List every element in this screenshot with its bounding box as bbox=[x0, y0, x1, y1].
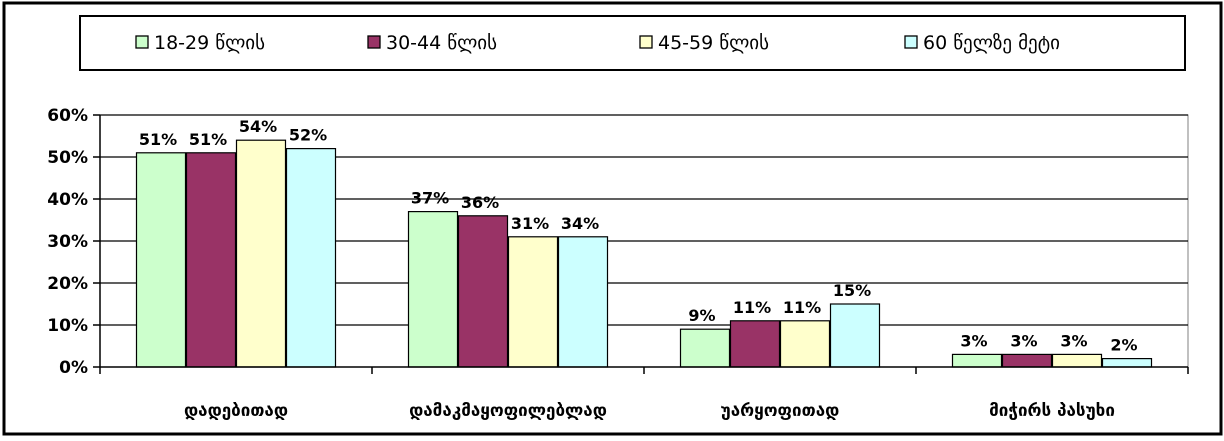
axes: 0% 10% 20% 30% 40% 50% 60% დადებითად დამაკმაყოფი… bbox=[47, 106, 1189, 421]
data-label: 15% bbox=[833, 281, 871, 300]
y-tick-label: 40% bbox=[47, 190, 88, 210]
legend-swatch bbox=[367, 35, 381, 49]
data-label: 11% bbox=[733, 298, 771, 317]
y-tick-label: 20% bbox=[47, 274, 88, 294]
data-labels: 51% 51% 54% 52% 37% 36% 31% 34% 9% 11% 11% 15% 3% 3% 3… bbox=[139, 117, 1138, 354]
data-label: 9% bbox=[688, 306, 715, 325]
bar bbox=[135, 152, 187, 368]
data-label: 51% bbox=[189, 130, 227, 149]
y-tick-label: 10% bbox=[47, 316, 88, 336]
data-label: 31% bbox=[511, 214, 549, 233]
legend-swatch bbox=[639, 35, 653, 49]
data-label: 3% bbox=[1010, 331, 1037, 350]
legend-label: 30-44 წლის bbox=[386, 32, 497, 54]
legend-box bbox=[79, 15, 1186, 71]
y-tick-label: 50% bbox=[47, 148, 88, 168]
bar bbox=[1101, 358, 1153, 368]
data-label: 34% bbox=[561, 214, 599, 233]
bar bbox=[729, 320, 781, 368]
bar bbox=[779, 320, 831, 368]
data-label: 36% bbox=[461, 193, 499, 212]
legend-label: 60 წელზე მეტი bbox=[923, 32, 1060, 54]
bar bbox=[951, 353, 1003, 368]
legend-label: 18-29 წლის bbox=[154, 32, 265, 54]
category-label: უარყოფითად bbox=[721, 401, 840, 421]
bar bbox=[1001, 353, 1053, 368]
bars bbox=[135, 139, 1153, 368]
data-label: 52% bbox=[289, 126, 327, 145]
category-label: დადებითად bbox=[184, 401, 288, 421]
data-label: 51% bbox=[139, 130, 177, 149]
category-label: მიჭირს პასუხი bbox=[989, 401, 1115, 421]
y-tick-label: 60% bbox=[47, 106, 88, 126]
y-tick-label: 0% bbox=[59, 358, 88, 378]
bar bbox=[1051, 353, 1103, 368]
bar bbox=[407, 211, 459, 368]
bar bbox=[829, 303, 881, 368]
legend-label: 45-59 წლის bbox=[658, 32, 769, 54]
y-tick-label: 30% bbox=[47, 232, 88, 252]
bar bbox=[285, 148, 337, 368]
legend: 18-29 წლის 30-44 წლის 45-59 წლის 60 წელზე მ… bbox=[79, 15, 1186, 71]
data-label: 54% bbox=[239, 117, 277, 136]
data-label: 37% bbox=[411, 189, 449, 208]
bar bbox=[235, 139, 287, 368]
data-label: 3% bbox=[960, 331, 987, 350]
bar bbox=[679, 328, 731, 368]
data-label: 3% bbox=[1060, 331, 1087, 350]
data-label: 11% bbox=[783, 298, 821, 317]
legend-swatch bbox=[904, 35, 918, 49]
bar bbox=[457, 215, 509, 368]
bar bbox=[557, 236, 609, 368]
legend-swatch bbox=[135, 35, 149, 49]
data-label: 2% bbox=[1110, 336, 1137, 355]
category-label: დამაკმაყოფილებლად bbox=[409, 401, 607, 421]
bar bbox=[185, 152, 237, 368]
bar bbox=[507, 236, 559, 368]
